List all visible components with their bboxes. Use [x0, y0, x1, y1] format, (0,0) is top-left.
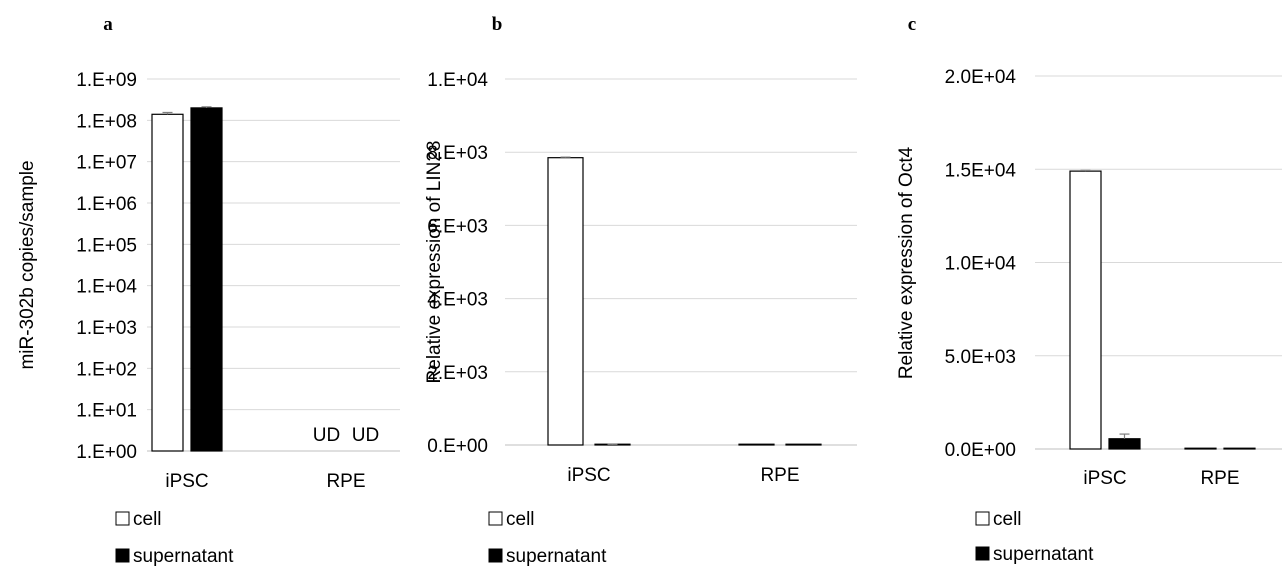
y-axis-label: miR-302b copies/sample	[17, 160, 38, 369]
legend-label: supernatant	[133, 546, 234, 567]
y-tick-label: 1.E+07	[76, 153, 137, 174]
y-tick-label: 0.0E+00	[945, 440, 1016, 461]
x-tick-label: iPSC	[1083, 468, 1126, 489]
panel-c: c 0.0E+00 5.0E+03 1.0E+04 1.5E+04 2.0E+04 Rela…	[896, 14, 1282, 565]
bar-supernatant-RPE	[785, 443, 822, 446]
bar-cell-RPE	[738, 443, 775, 446]
y-tick-label: 1.E+04	[76, 277, 137, 298]
y-tick-label: 1.5E+04	[945, 160, 1017, 181]
panel-letter: c	[908, 14, 916, 35]
y-tick-label: 1.E+00	[76, 442, 137, 463]
legend-swatch-supernatant	[115, 548, 130, 563]
legend-label: cell	[133, 509, 162, 530]
legend-swatch-cell	[115, 511, 130, 526]
y-tick-label: 1.E+09	[76, 70, 137, 91]
y-tick-label: 1.E+06	[76, 194, 137, 215]
ud-label: UD	[352, 425, 379, 446]
x-tick-label: RPE	[760, 465, 799, 486]
panel-letter: a	[103, 14, 113, 35]
y-tick-label: 1.0E+04	[945, 254, 1017, 275]
y-tick-label: 1.E+03	[76, 318, 137, 339]
x-tick-label: RPE	[1200, 468, 1239, 489]
y-tick-label: 4.E+03	[427, 290, 488, 311]
legend-label: supernatant	[993, 544, 1094, 565]
legend-label: cell	[506, 509, 535, 530]
legend-swatch-supernatant	[488, 548, 503, 563]
bar-cell-iPSC	[547, 157, 584, 446]
y-tick-label: 1.E+05	[76, 235, 137, 256]
y-axis-label: Relative expression of LIN28	[424, 141, 445, 384]
y-tick-label: 1.E+02	[76, 359, 137, 380]
legend-swatch-supernatant	[975, 546, 990, 561]
legend-swatch-cell	[975, 511, 990, 526]
y-axis-label: Relative expression of Oct4	[896, 146, 917, 379]
y-tick-label: 5.0E+03	[945, 347, 1016, 368]
legend-swatch-cell	[488, 511, 503, 526]
y-tick-label: 2.E+03	[427, 363, 488, 384]
ud-label: UD	[313, 425, 340, 446]
x-tick-label: iPSC	[165, 471, 208, 492]
bar-supernatant-iPSC	[190, 107, 223, 452]
y-tick-label: 1.E+08	[76, 111, 137, 132]
bar-cell-iPSC	[151, 113, 184, 452]
x-tick-label: RPE	[326, 471, 365, 492]
bar-cell-iPSC	[1069, 170, 1102, 450]
y-tick-label: 1.E+01	[76, 401, 137, 422]
bar-cell-RPE	[1184, 447, 1217, 450]
y-tick-label: 2.0E+04	[945, 67, 1017, 88]
bar-supernatant-RPE	[1223, 447, 1256, 450]
y-tick-label: 8.E+03	[427, 143, 488, 164]
legend-label: cell	[993, 509, 1022, 530]
panel-letter: b	[492, 14, 503, 35]
panel-a: a 1.E+00 1.E+01 1.E+02 1.E+03 1.E+04 1.E+05 1.E…	[17, 14, 400, 567]
bar-supernatant-iPSC	[1108, 438, 1141, 450]
y-tick-label: 6.E+03	[427, 216, 488, 237]
x-tick-label: iPSC	[567, 465, 610, 486]
y-tick-label: 1.E+04	[427, 70, 488, 91]
y-tick-label: 0.E+00	[427, 436, 488, 457]
legend-label: supernatant	[506, 546, 607, 567]
panel-b: b 0.E+00 2.E+03 4.E+03 6.E+03 8.E+03 1.E+04 Rel…	[424, 14, 857, 567]
